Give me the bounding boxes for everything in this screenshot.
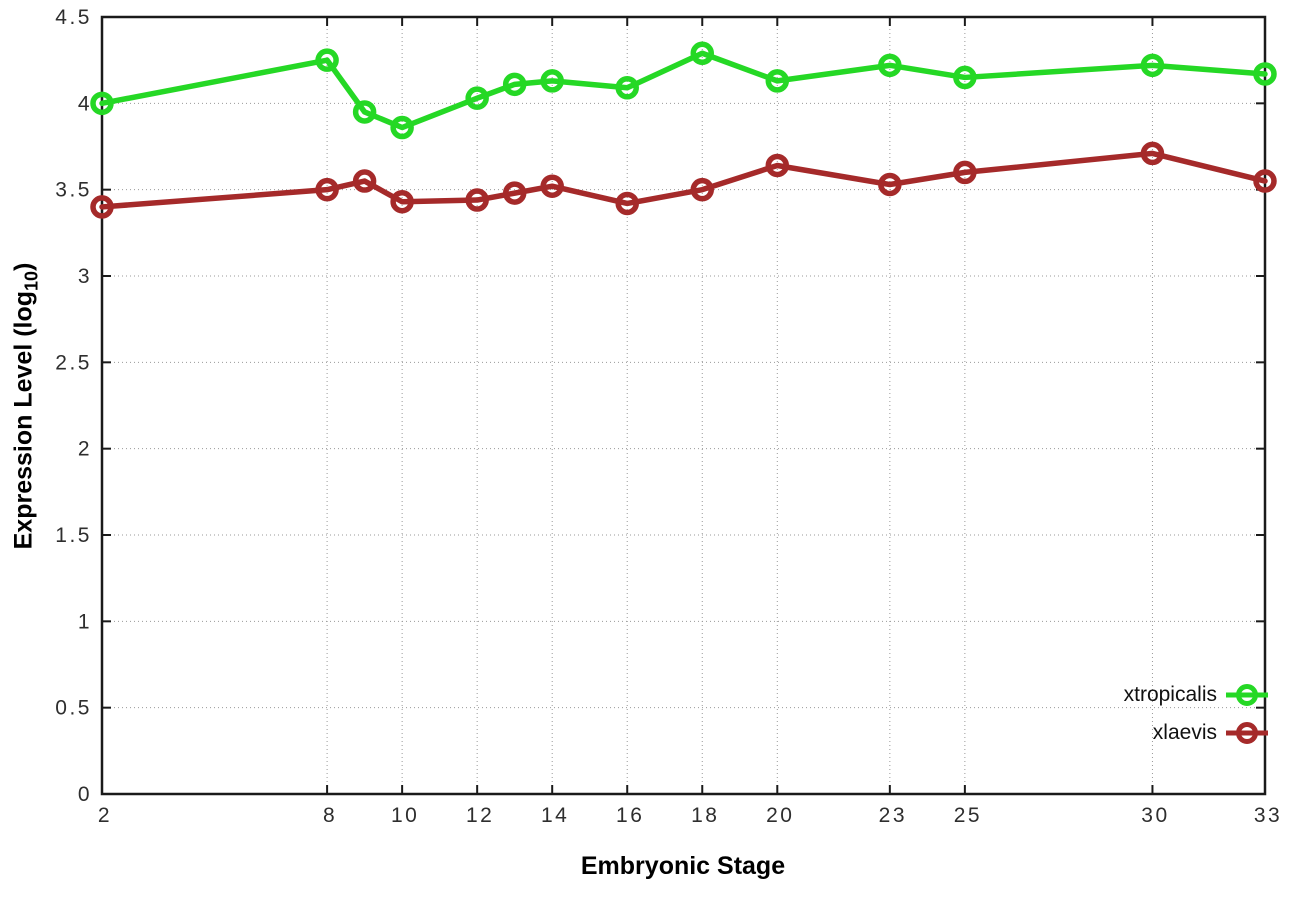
x-tick-label: 23 (879, 804, 907, 827)
plot-border (100, 15, 1267, 796)
data-point-xtropicalis (90, 91, 114, 116)
data-point-xlaevis (465, 188, 489, 212)
x-tick-label: 25 (954, 804, 982, 827)
y-tick-label: 0.5 (55, 697, 92, 720)
data-point-xtropicalis (1253, 62, 1277, 86)
data-point-xlaevis (1253, 169, 1277, 193)
xtropicalis-line-marker-icon (1226, 684, 1268, 706)
legend-item-xlaevis: xlaevis (1153, 714, 1268, 752)
x-tick-label: 14 (541, 804, 569, 827)
data-point-xlaevis (615, 191, 639, 216)
data-point-xlaevis (390, 190, 414, 214)
data-point-xtropicalis (390, 115, 414, 140)
x-tick-label: 18 (691, 804, 719, 827)
y-axis-title-subscript: 10 (21, 270, 42, 291)
data-point-xlaevis (878, 172, 902, 197)
legend-label-xlaevis: xlaevis (1152, 721, 1217, 744)
data-point-xtropicalis (690, 41, 715, 66)
data-point-xtropicalis (540, 69, 564, 93)
x-tick-label: 2 (98, 804, 112, 827)
data-point-xlaevis (540, 174, 564, 198)
y-tick-label: 4 (78, 92, 92, 115)
x-tick-label: 30 (1141, 804, 1169, 827)
x-axis-title: Embryonic Stage (580, 852, 786, 880)
y-axis-title-main: Expression Level (log (9, 290, 38, 550)
legend-item-xtropicalis: xtropicalis (1124, 676, 1268, 714)
legend: xtropicalis xlaevis (1124, 676, 1268, 752)
x-tick-label: 8 (323, 804, 337, 827)
data-point-xlaevis (690, 177, 715, 202)
data-point-xlaevis (352, 169, 377, 193)
data-point-xtropicalis (878, 53, 902, 78)
data-point-xtropicalis (953, 65, 977, 90)
y-axis-title-close: ) (9, 262, 38, 271)
data-point-xlaevis (1140, 141, 1165, 166)
series-line-xlaevis (99, 150, 1268, 210)
y-tick-label: 1.5 (55, 524, 92, 547)
y-tick-label: 2 (78, 438, 92, 461)
y-tick-label: 3 (78, 265, 92, 288)
data-point-xtropicalis (352, 100, 377, 124)
data-point-xtropicalis (615, 76, 639, 100)
y-tick-label: 0 (78, 783, 92, 806)
data-point-xtropicalis (465, 86, 489, 110)
data-point-xlaevis (90, 195, 114, 219)
y-tick-label: 1 (78, 610, 92, 633)
y-tick-label: 2.5 (55, 351, 92, 374)
x-tick-label: 20 (766, 804, 794, 827)
data-point-xtropicalis (315, 48, 339, 72)
data-point-xtropicalis (1140, 53, 1165, 78)
data-point-xlaevis (765, 153, 790, 178)
y-axis-title: Expression Level (log10) (10, 263, 43, 550)
series-line-xtropicalis (99, 50, 1268, 131)
x-tick-label: 12 (466, 804, 494, 827)
data-point-xlaevis (953, 160, 977, 185)
legend-label-xtropicalis: xtropicalis (1123, 683, 1217, 706)
x-tick-label: 10 (391, 804, 419, 827)
y-tick-label: 3.5 (55, 179, 92, 202)
x-tick-label: 16 (616, 804, 644, 827)
x-tick-label: 33 (1254, 804, 1282, 827)
data-point-xtropicalis (765, 69, 790, 93)
y-tick-label: 4.5 (55, 6, 92, 29)
xlaevis-line-marker-icon (1226, 722, 1268, 744)
data-point-xlaevis (502, 181, 527, 205)
data-point-xlaevis (315, 177, 339, 202)
data-point-xtropicalis (502, 72, 527, 97)
